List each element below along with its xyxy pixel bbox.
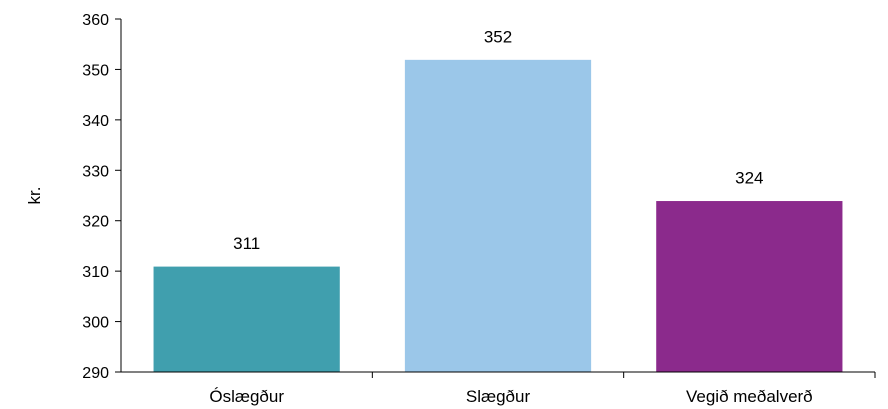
category-label: Vegið meðalverð (686, 387, 813, 406)
x-axis-ticks (371, 372, 876, 378)
y-axis-title: kr. (25, 187, 44, 205)
category-label: Slægður (466, 387, 531, 406)
data-label: 324 (735, 169, 763, 188)
y-axis-ticks: 290 300 310 320 330 340 350 360 (82, 12, 121, 382)
y-tick-label: 350 (82, 62, 109, 79)
bar (152, 265, 341, 373)
category-labels: Óslægður Slægður Vegið meðalverð (209, 387, 812, 406)
data-label: 352 (484, 27, 512, 46)
bars (152, 58, 844, 373)
category-label: Óslægður (209, 387, 284, 406)
y-tick-label: 290 (82, 365, 109, 382)
y-tick-label: 300 (82, 315, 109, 332)
y-tick-label: 340 (82, 113, 109, 130)
y-tick-label: 330 (82, 163, 109, 180)
data-labels: 311 352 324 (233, 27, 763, 253)
y-tick-label: 310 (82, 264, 109, 281)
y-tick-label: 360 (82, 12, 109, 29)
bar (403, 58, 593, 373)
y-tick-label: 320 (82, 214, 109, 231)
data-label: 311 (233, 234, 260, 253)
bar (655, 200, 844, 373)
